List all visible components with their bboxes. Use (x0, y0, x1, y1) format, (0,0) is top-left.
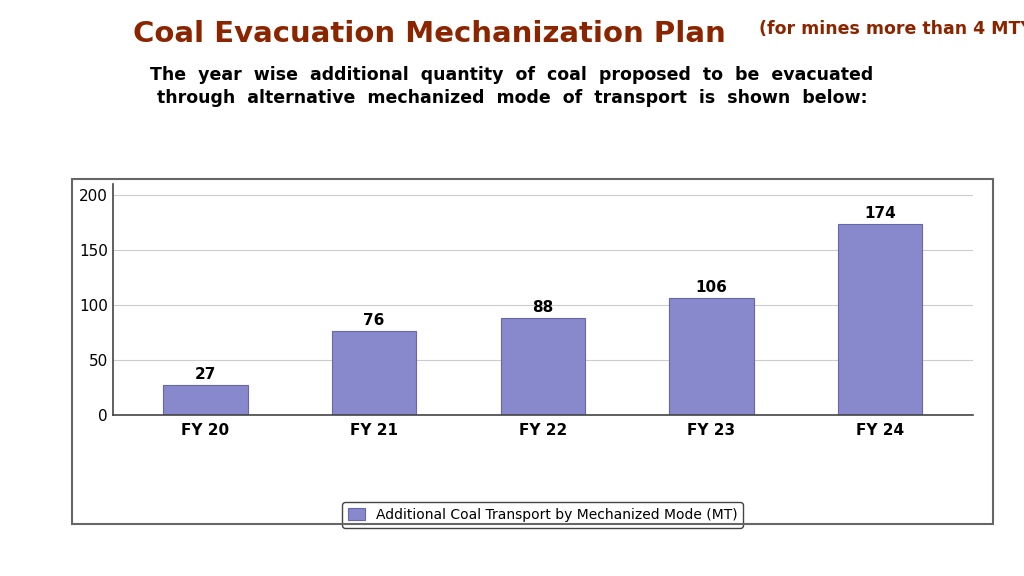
Text: 174: 174 (864, 206, 896, 221)
Text: 27: 27 (195, 367, 216, 382)
Bar (838, 224, 923, 415)
Bar (670, 298, 754, 415)
Text: 76: 76 (364, 313, 385, 328)
Legend: Additional Coal Transport by Mechanized Mode (MT): Additional Coal Transport by Mechanized … (342, 502, 743, 528)
Text: 88: 88 (532, 300, 553, 315)
Text: The  year  wise  additional  quantity  of  coal  proposed  to  be  evacuated: The year wise additional quantity of coa… (151, 66, 873, 84)
Text: through  alternative  mechanized  mode  of  transport  is  shown  below:: through alternative mechanized mode of t… (157, 89, 867, 107)
Text: 106: 106 (695, 280, 727, 295)
Text: (for mines more than 4 MTY capacity): (for mines more than 4 MTY capacity) (753, 20, 1024, 38)
Bar (332, 331, 416, 415)
Bar (163, 385, 248, 415)
Text: Coal Evacuation Mechanization Plan: Coal Evacuation Mechanization Plan (133, 20, 726, 48)
Bar (501, 318, 585, 415)
